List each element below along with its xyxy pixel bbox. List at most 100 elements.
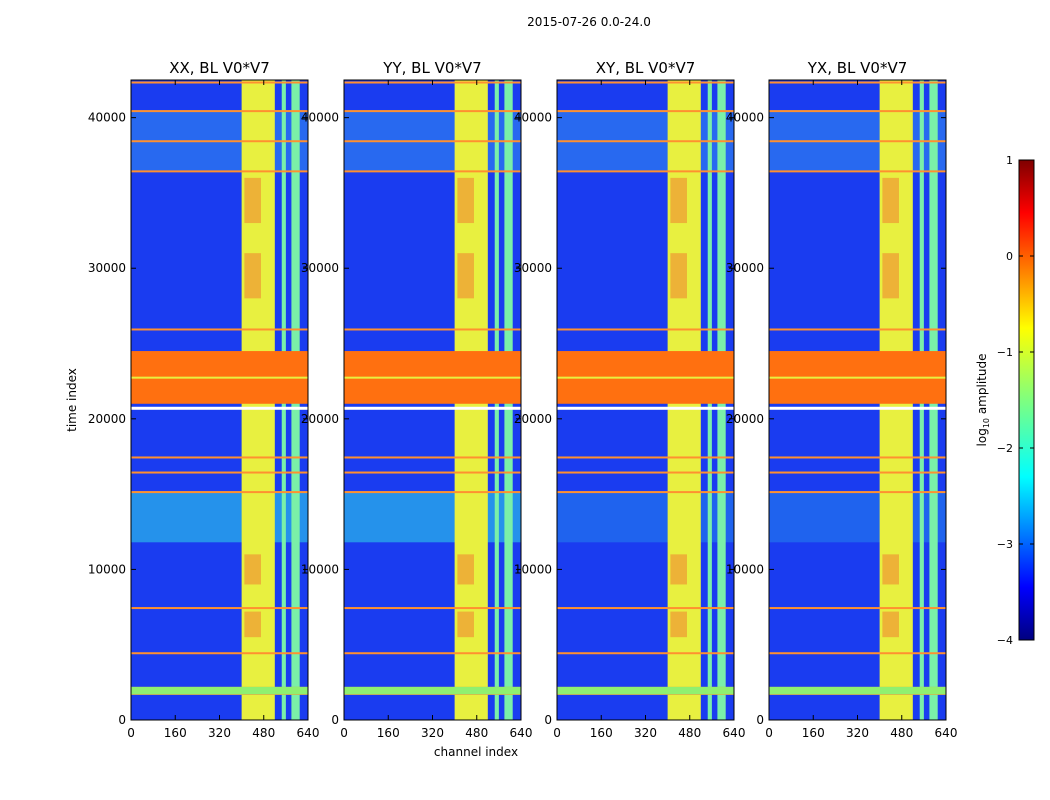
y-tick-label: 40000 [514,111,552,125]
y-tick-label: 30000 [726,261,764,275]
panel-yx: YX, BL V0*V7 0 160 320 480 640 0 10000 20000 3000… [726,59,958,740]
hot-spot [882,611,899,638]
hot-spot [670,554,687,585]
bright-time-row [769,110,946,113]
hot-spot [457,611,474,638]
bright-time-row [557,328,734,331]
y-tick-label: 10000 [514,562,552,576]
panel-title: YY, BL V0*V7 [382,59,481,77]
hot-spot [882,253,899,299]
x-tick-label: 640 [935,726,958,740]
x-tick-label: 640 [723,726,746,740]
bright-time-row [557,652,734,655]
panel-title: XX, BL V0*V7 [169,59,270,77]
gap-row [131,406,308,410]
colorbar-label-prefix: log [975,428,989,446]
hot-spot [457,177,474,224]
panel-xy: XY, BL V0*V7 0 160 320 480 640 0 10000 20000 3000… [514,59,746,740]
y-tick-label: 30000 [301,261,339,275]
cyan-zone [131,491,308,543]
y-tick-label: 40000 [726,111,764,125]
x-tick-label: 480 [252,726,275,740]
bright-time-row [131,652,308,655]
colorbar-gradient [1018,159,1035,641]
y-tick-label: 0 [118,713,126,727]
hot-spot [670,611,687,638]
hot-spot [882,177,899,224]
colorbar-ticks: 1 0 −1 −2 −3 −4 [997,154,1034,647]
bright-time-row [557,471,734,474]
y-tick-label: 30000 [514,261,552,275]
colorbar-label: log10 amplitude [975,354,991,447]
hot-spot [244,611,261,638]
bright-time-row [344,607,521,610]
x-tick-label: 640 [297,726,320,740]
hot-spot [457,253,474,299]
colorbar: 10−1−2−3−4 log10 amplitude [975,154,1035,647]
flagged-time-stripe [557,376,734,379]
y-tick-label: 20000 [88,412,126,426]
x-tick-label: 640 [510,726,533,740]
y-tick-label: 30000 [88,261,126,275]
bright-time-row [131,328,308,331]
x-tick-label: 0 [765,726,773,740]
bright-time-row [557,491,734,494]
x-tick-label: 160 [802,726,825,740]
panel-xx: XX, BL V0*V7 0 160 320 480 640 0 10000 20000 3000… [88,59,320,740]
flagged-time-stripe [769,376,946,379]
y-tick-label: 10000 [726,562,764,576]
x-tick-label: 0 [340,726,348,740]
bright-time-row [344,652,521,655]
green-time-band [557,686,734,695]
y-tick-label: 0 [756,713,764,727]
hot-spot [457,554,474,585]
hot-spot [670,177,687,224]
gap-row [344,406,521,410]
bright-time-row [769,456,946,459]
bright-time-row [131,110,308,113]
y-tick-label: 10000 [301,562,339,576]
bright-time-row [131,607,308,610]
y-tick-label: 0 [544,713,552,727]
bright-time-row [557,140,734,143]
x-tick-label: 480 [890,726,913,740]
cyan-zone [769,491,946,543]
cyan-zone [344,491,521,543]
x-tick-label: 160 [377,726,400,740]
x-axis-label: channel index [434,745,518,759]
colorbar-label-sub: 10 [982,418,991,428]
bright-time-row [344,491,521,494]
hot-spot [244,554,261,585]
bright-time-row [344,110,521,113]
bright-time-row [344,328,521,331]
green-time-band [769,686,946,695]
x-tick-label: 160 [590,726,613,740]
bright-time-row [769,140,946,143]
bright-time-row [769,328,946,331]
x-tick-label: 320 [846,726,869,740]
bright-time-row [344,170,521,173]
gap-row [557,406,734,410]
bright-time-row [344,140,521,143]
bright-time-row [557,110,734,113]
bright-time-row [769,652,946,655]
colorbar-tick-label: −3 [997,538,1013,551]
figure-suptitle: 2015-07-26 0.0-24.0 [527,15,651,29]
colorbar-tick-label: −1 [997,346,1013,359]
bright-time-row [769,607,946,610]
bright-time-row [769,170,946,173]
hot-spot [244,253,261,299]
cyan-zone [557,491,734,543]
flagged-time-stripe [131,376,308,379]
bright-time-row [131,170,308,173]
green-time-band [344,686,521,695]
y-tick-label: 20000 [514,412,552,426]
y-tick-label: 10000 [88,562,126,576]
bright-time-row [131,471,308,474]
bright-time-row [131,140,308,143]
x-tick-label: 0 [553,726,561,740]
hot-spot [244,177,261,224]
y-tick-label: 40000 [88,111,126,125]
x-tick-label: 480 [678,726,701,740]
y-tick-label: 20000 [301,412,339,426]
